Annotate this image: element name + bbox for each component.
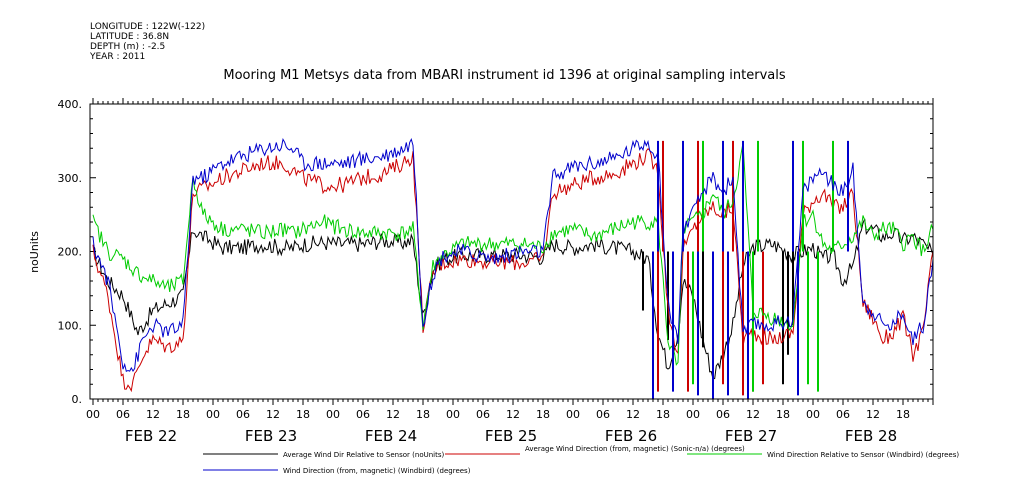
x-tick-label: 18 bbox=[536, 408, 550, 421]
y-tick-label: 200. bbox=[58, 246, 83, 259]
x-tick-label: 12 bbox=[146, 408, 160, 421]
x-tick-label: 12 bbox=[386, 408, 400, 421]
x-tick-label: 00 bbox=[566, 408, 580, 421]
x-tick-label: 18 bbox=[296, 408, 310, 421]
x-tick-label: 12 bbox=[746, 408, 760, 421]
x-tick-label: 00 bbox=[326, 408, 340, 421]
chart-title: Mooring M1 Metsys data from MBARI instru… bbox=[223, 68, 786, 83]
x-tick-label: 00 bbox=[446, 408, 460, 421]
x-tick-label: 18 bbox=[416, 408, 430, 421]
x-tick-label: 06 bbox=[596, 408, 610, 421]
x-tick-label: 00 bbox=[806, 408, 820, 421]
x-tick-label: 06 bbox=[836, 408, 850, 421]
day-label: FEB 24 bbox=[365, 427, 417, 445]
year-text: YEAR : 2011 bbox=[90, 52, 146, 62]
x-tick-label: 00 bbox=[206, 408, 220, 421]
legend-entry: Wind Direction Relative to Sensor (Windb… bbox=[767, 451, 959, 459]
longitude-text: LONGITUDE : 122W(-122) bbox=[90, 22, 206, 32]
x-tick-label: 00 bbox=[686, 408, 700, 421]
y-tick-label: 400. bbox=[58, 98, 83, 111]
x-tick-label: 12 bbox=[266, 408, 280, 421]
depth-text: DEPTH (m) : -2.5 bbox=[90, 42, 166, 52]
y-tick-label: 100. bbox=[58, 319, 83, 332]
x-tick-label: 12 bbox=[866, 408, 880, 421]
x-tick-label: 18 bbox=[896, 408, 910, 421]
legend-entry: Average Wind Direction (from, magnetic) … bbox=[525, 445, 745, 453]
x-tick-label: 06 bbox=[716, 408, 730, 421]
day-label: FEB 28 bbox=[845, 427, 897, 445]
series-line-4 bbox=[92, 137, 934, 373]
latitude-text: LATITUDE : 36.8N bbox=[90, 32, 170, 42]
legend-entry: Wind Direction (from, magnetic) (Windbir… bbox=[283, 467, 471, 475]
x-tick-label: 18 bbox=[656, 408, 670, 421]
x-tick-label: 12 bbox=[626, 408, 640, 421]
series-line-2 bbox=[92, 148, 934, 393]
legend: Average Wind Dir Relative to Sensor (noU… bbox=[203, 445, 959, 475]
metadata-block: LONGITUDE : 122W(-122) LATITUDE : 36.8N … bbox=[90, 22, 205, 62]
x-tick-label: 06 bbox=[116, 408, 130, 421]
x-tick-label: 00 bbox=[86, 408, 100, 421]
y-tick-label: 300. bbox=[58, 172, 83, 185]
x-tick-label: 06 bbox=[356, 408, 370, 421]
day-label: FEB 26 bbox=[605, 427, 657, 445]
day-label: FEB 22 bbox=[125, 427, 177, 445]
day-label: FEB 23 bbox=[245, 427, 297, 445]
y-axis-label: noUnits bbox=[28, 231, 41, 273]
day-label: FEB 27 bbox=[725, 427, 777, 445]
plot-frame bbox=[89, 103, 934, 400]
y-tick-label: 0. bbox=[72, 393, 83, 406]
x-tick-label: 06 bbox=[476, 408, 490, 421]
series-line-3 bbox=[92, 142, 934, 366]
x-tick-label: 06 bbox=[236, 408, 250, 421]
x-tick-label: 18 bbox=[176, 408, 190, 421]
legend-entry: Average Wind Dir Relative to Sensor (noU… bbox=[283, 451, 444, 459]
day-label: FEB 25 bbox=[485, 427, 537, 445]
x-tick-label: 18 bbox=[776, 408, 790, 421]
x-tick-label: 12 bbox=[506, 408, 520, 421]
